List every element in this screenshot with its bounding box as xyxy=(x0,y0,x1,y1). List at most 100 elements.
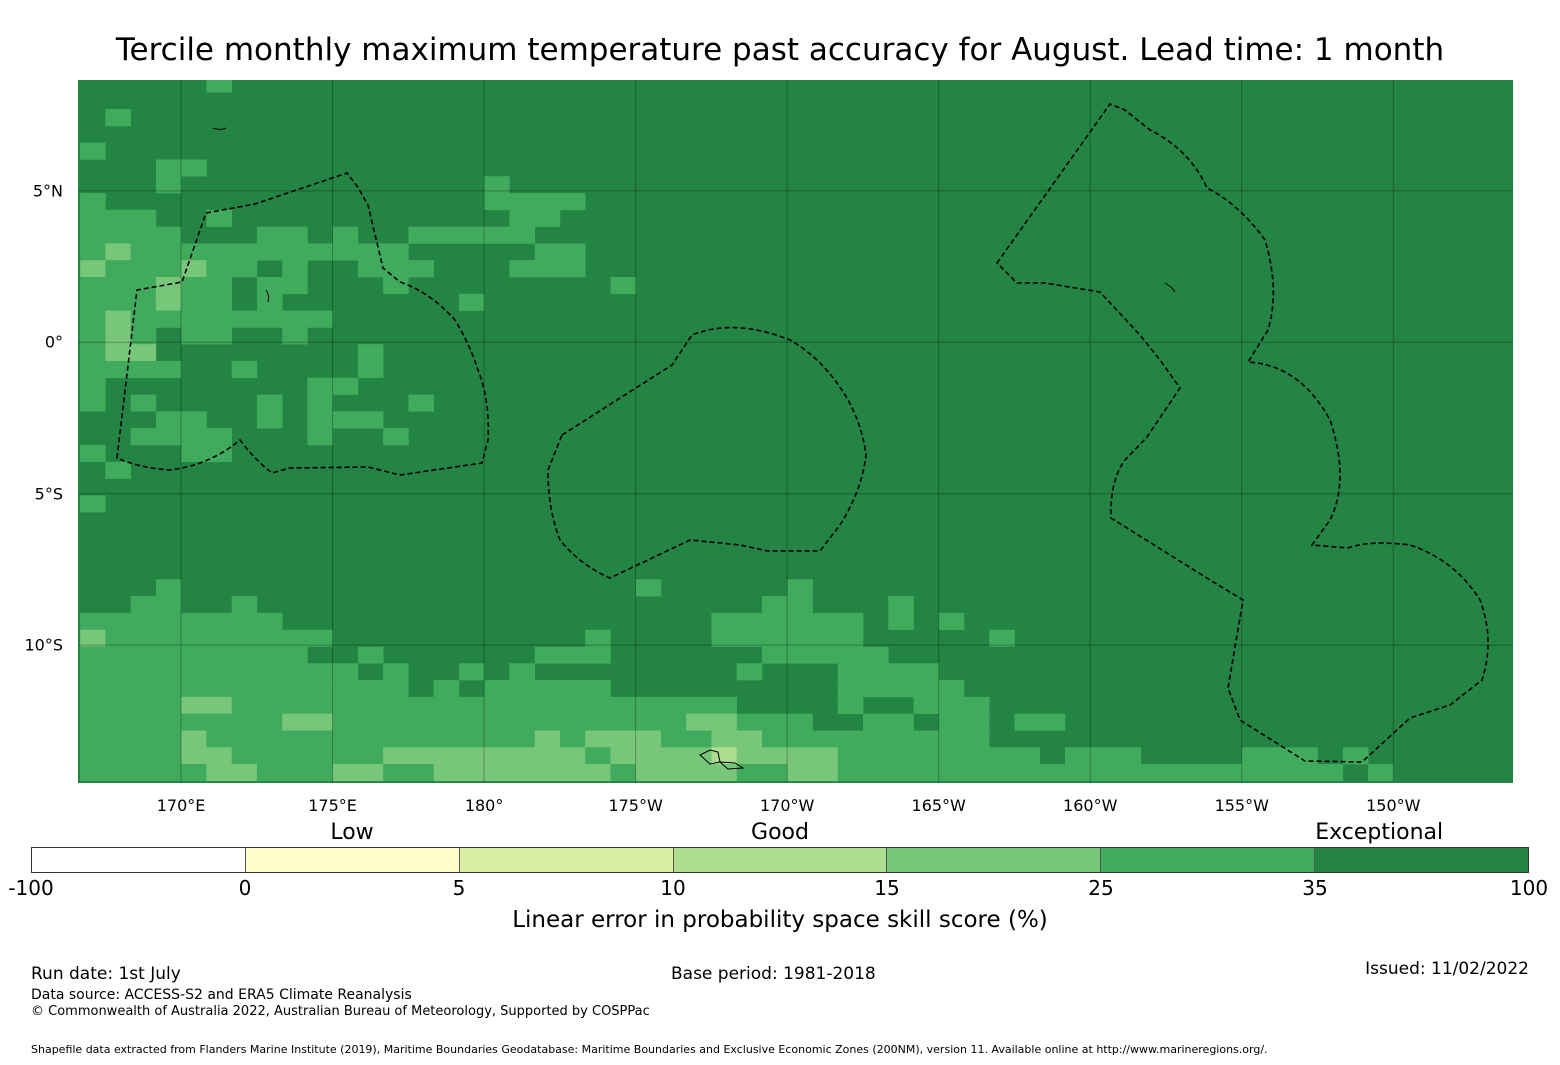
skill-cell xyxy=(761,730,990,748)
skill-cell xyxy=(383,663,409,681)
skill-cell xyxy=(383,428,409,446)
skill-cell xyxy=(307,428,333,446)
colorbar-tick-label: -100 xyxy=(8,876,54,900)
skill-cell xyxy=(837,663,940,681)
skill-cell xyxy=(181,293,232,311)
skill-cell xyxy=(408,394,434,412)
skill-cell xyxy=(509,663,535,681)
skill-cell xyxy=(837,680,965,698)
skill-cell xyxy=(383,747,586,765)
skill-cell xyxy=(231,596,258,614)
skill-cell xyxy=(736,713,813,731)
islands xyxy=(212,127,1176,770)
skill-cell xyxy=(130,394,157,412)
skill-cell xyxy=(357,260,434,278)
skill-cell xyxy=(1241,747,1318,765)
skill-cell xyxy=(509,209,561,227)
colorbar-segment xyxy=(673,848,888,872)
skill-cell xyxy=(105,310,131,328)
latitude-tick-label: 10°S xyxy=(24,635,63,655)
longitude-tick-label: 150°W xyxy=(1366,796,1421,815)
skill-cell xyxy=(888,596,914,614)
skill-cell xyxy=(837,747,1041,765)
skill-cell xyxy=(256,276,308,295)
colorbar-segment xyxy=(245,848,460,872)
colorbar-category-label: Good xyxy=(751,820,809,845)
skill-cell xyxy=(559,730,586,748)
skill-cell xyxy=(458,663,485,681)
skill-cell xyxy=(383,764,434,782)
skill-cell xyxy=(484,680,611,698)
skill-cell xyxy=(256,226,308,244)
skill-cell xyxy=(332,713,687,731)
skill-cell xyxy=(484,176,510,194)
skill-cell xyxy=(80,377,106,395)
skill-cell xyxy=(181,696,232,714)
skill-cell xyxy=(155,159,207,177)
longitude-tick-label: 170°E xyxy=(156,796,206,815)
colorbar-segment xyxy=(32,848,246,872)
island-kiritimati xyxy=(1164,282,1176,293)
colorbar-tick-label: 5 xyxy=(452,876,466,900)
skill-cell xyxy=(80,764,207,782)
skill-cell xyxy=(635,579,662,597)
skill-cell xyxy=(181,276,232,295)
skill-cell xyxy=(206,730,535,748)
skill-cell xyxy=(711,612,864,630)
colorbar-segment xyxy=(459,848,674,872)
skill-cell xyxy=(282,327,308,345)
skill-cell xyxy=(383,276,409,295)
skill-cell xyxy=(736,764,788,782)
skill-cell xyxy=(181,747,232,765)
skill-cell xyxy=(711,629,864,647)
eez-boundary-gilbert xyxy=(116,172,490,476)
skill-cell xyxy=(332,226,359,244)
skill-cell xyxy=(686,713,738,731)
skill-cell xyxy=(635,764,738,782)
skill-cell xyxy=(181,260,207,278)
skill-cell xyxy=(105,344,157,362)
skill-cell xyxy=(155,411,207,429)
skill-cell xyxy=(534,243,586,261)
skill-cell xyxy=(761,646,889,664)
shapefile-credit: Shapefile data extracted from Flanders M… xyxy=(31,1043,1268,1056)
skill-cell xyxy=(181,327,232,345)
skill-cell xyxy=(80,646,308,664)
colorbar-tick-label: 100 xyxy=(1509,876,1549,900)
skill-cell xyxy=(105,109,131,127)
skill-cell xyxy=(155,579,182,597)
skill-cell xyxy=(155,276,182,295)
skill-cell xyxy=(130,428,232,446)
skill-cell xyxy=(80,360,182,379)
skill-cell xyxy=(913,696,990,714)
colorbar-segment xyxy=(887,848,1102,872)
skill-cell xyxy=(610,747,712,765)
graticule xyxy=(78,80,1513,783)
skill-cell xyxy=(80,713,283,731)
skill-cell xyxy=(357,646,384,664)
skill-cell xyxy=(357,344,384,362)
skill-cell xyxy=(80,495,106,513)
eez-boundaries xyxy=(116,103,1489,763)
skill-cell xyxy=(408,226,535,244)
colorbar-segment xyxy=(1315,848,1529,872)
skill-cell xyxy=(80,293,157,311)
skill-cell xyxy=(938,612,965,630)
run-date: Run date: 1st July xyxy=(31,964,181,984)
skill-cell xyxy=(787,764,839,782)
skill-cell xyxy=(181,730,207,748)
skill-cell xyxy=(484,193,586,211)
skill-cell xyxy=(736,663,763,681)
skill-cell xyxy=(80,629,106,647)
colorbar xyxy=(31,847,1529,873)
skill-cell xyxy=(80,243,106,261)
skill-cell xyxy=(938,713,990,731)
skill-cell xyxy=(105,461,131,479)
skill-cell xyxy=(863,713,914,731)
skill-cell xyxy=(130,596,182,614)
skill-cell xyxy=(509,260,586,278)
copyright: © Commonwealth of Australia 2022, Austra… xyxy=(31,1004,650,1019)
issued-date: Issued: 11/02/2022 xyxy=(1365,959,1529,979)
skill-cell xyxy=(105,260,182,278)
skill-cell xyxy=(585,730,662,748)
